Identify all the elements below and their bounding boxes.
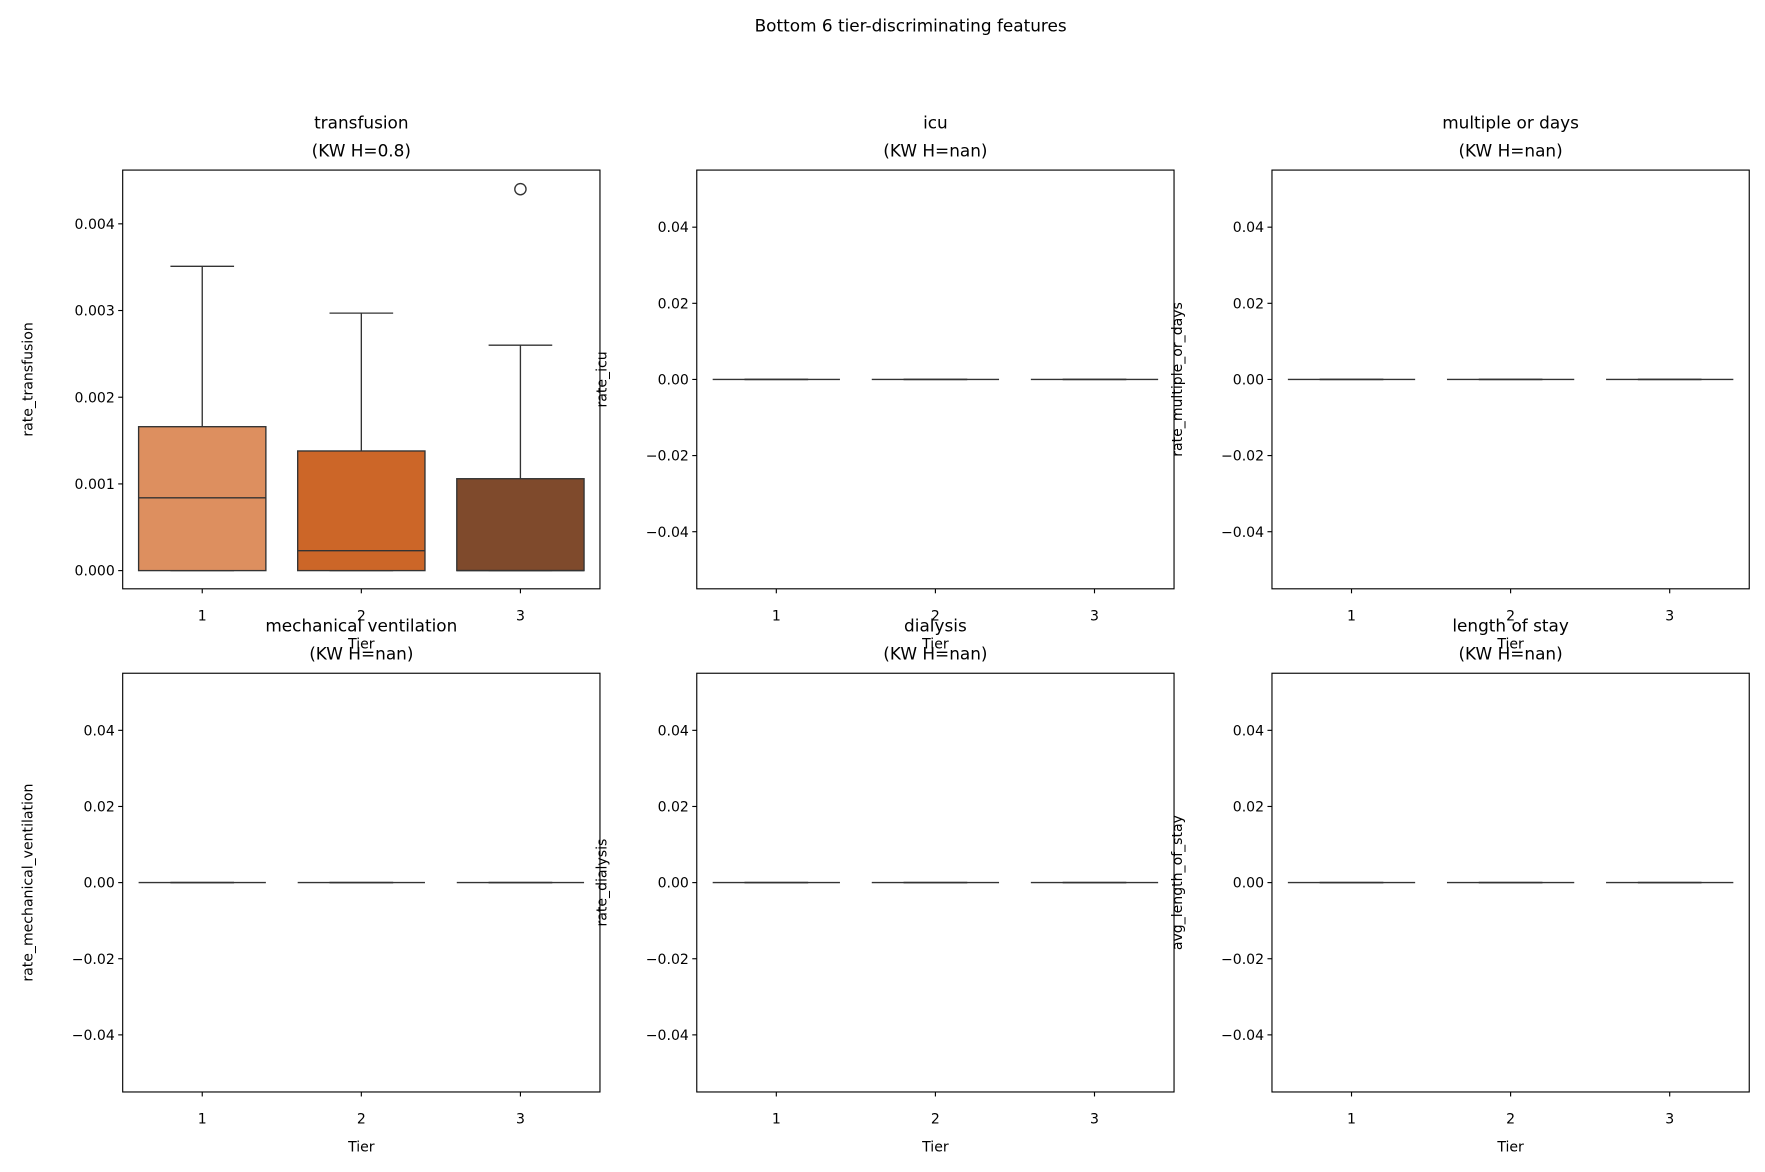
x-tick-label: 2 (1506, 608, 1515, 624)
y-tick-label: 0.001 (75, 477, 115, 493)
y-tick-label: −0.02 (1221, 952, 1264, 968)
box (137, 426, 267, 572)
subplot-subtitle: (KW H=nan) (883, 644, 987, 664)
subplot-subtitle: (KW H=nan) (1458, 644, 1562, 664)
subplot-title: multiple or days (1442, 112, 1579, 132)
y-tick-label: 0.00 (1233, 373, 1264, 389)
x-tick-label: 3 (516, 1111, 525, 1127)
y-tick-label: 0.00 (658, 876, 689, 892)
subplot: mechanical ventilation (KW H=nan) −0.04 −0.… (21, 616, 601, 1156)
outlier (514, 182, 527, 196)
y-tick-label: 0.02 (84, 800, 115, 816)
subplot-title: dialysis (904, 616, 967, 636)
subplot-title: mechanical ventilation (265, 616, 457, 636)
axes-frame (696, 672, 1175, 1093)
y-tick-label: 0.00 (658, 373, 689, 389)
y-tick-label: −0.02 (72, 952, 115, 968)
y-axis-label: avg_length_of_stay (1170, 815, 1186, 950)
y-axis-label: rate_multiple_or_days (1170, 302, 1186, 457)
y-tick-label: −0.04 (1221, 525, 1264, 541)
y-tick-label: 0.04 (1233, 220, 1264, 236)
y-tick-label: 0.004 (75, 217, 115, 233)
x-tick-label: 3 (1090, 608, 1099, 624)
subplot-title: icu (923, 112, 948, 132)
y-tick-label: 0.002 (75, 390, 115, 406)
x-tick-label: 3 (1090, 1111, 1099, 1127)
box (297, 450, 426, 572)
x-axis-label: Tier (347, 1140, 375, 1156)
x-tick-label: 2 (357, 1111, 366, 1127)
y-tick-label: 0.02 (658, 800, 689, 816)
y-axis-label: rate_transfusion (21, 322, 37, 436)
y-tick-label: −0.04 (646, 1028, 689, 1044)
y-tick-label: 0.04 (658, 723, 689, 739)
y-tick-label: 0.02 (658, 296, 689, 312)
x-tick-label: 2 (931, 1111, 940, 1127)
x-axis-label: Tier (1496, 636, 1524, 652)
subplot-subtitle: (KW H=nan) (309, 644, 413, 664)
x-tick-label: 3 (1665, 1111, 1674, 1127)
x-tick-label: 2 (357, 608, 366, 624)
y-tick-label: 0.003 (75, 304, 115, 320)
y-tick-label: −0.02 (646, 952, 689, 968)
y-tick-label: −0.02 (646, 449, 689, 465)
y-axis-label: rate_icu (595, 351, 611, 407)
y-tick-label: 0.04 (84, 723, 115, 739)
x-tick-label: 1 (198, 1111, 207, 1127)
axes-frame (696, 169, 1175, 590)
x-tick-label: 2 (1506, 1111, 1515, 1127)
subplot-subtitle: (KW H=nan) (1458, 141, 1562, 161)
y-tick-label: 0.02 (1233, 296, 1264, 312)
y-axis-label: rate_mechanical_ventilation (21, 784, 37, 982)
y-tick-label: 0.02 (1233, 800, 1264, 816)
axes-frame (122, 672, 601, 1093)
subplot-subtitle: (KW H=0.8) (312, 141, 411, 161)
y-tick-label: −0.04 (72, 1028, 115, 1044)
y-tick-label: 0.04 (658, 220, 689, 236)
box (456, 478, 585, 572)
x-tick-label: 3 (516, 608, 525, 624)
subplot: icu (KW H=nan) −0.04 −0.02 0.00 0.02 0.04 rate_… (595, 112, 1175, 652)
x-tick-label: 1 (1347, 608, 1356, 624)
figure-title: Bottom 6 tier-discriminating features (755, 16, 1067, 36)
x-axis-label: Tier (921, 1140, 949, 1156)
x-axis-label: Tier (1496, 1140, 1524, 1156)
subplot: dialysis (KW H=nan) −0.04 −0.02 0.00 0.02 0.04… (595, 616, 1175, 1156)
subplot: multiple or days (KW H=nan) −0.04 −0.02 0.00… (1170, 112, 1750, 652)
y-tick-label: 0.000 (75, 564, 115, 580)
y-tick-label: 0.04 (1233, 723, 1264, 739)
x-tick-label: 3 (1665, 608, 1674, 624)
x-tick-label: 1 (772, 1111, 781, 1127)
axes-frame (1271, 672, 1750, 1093)
y-tick-label: 0.00 (84, 876, 115, 892)
subplot-title: length of stay (1452, 616, 1569, 636)
x-tick-label: 1 (1347, 1111, 1356, 1127)
y-tick-label: −0.04 (646, 525, 689, 541)
x-tick-label: 2 (931, 608, 940, 624)
x-tick-label: 1 (772, 608, 781, 624)
y-tick-label: −0.04 (1221, 1028, 1264, 1044)
y-axis-label: rate_dialysis (595, 839, 611, 927)
x-tick-label: 1 (198, 608, 207, 624)
x-axis-label: Tier (921, 636, 949, 652)
subplot-subtitle: (KW H=nan) (883, 141, 987, 161)
y-tick-label: −0.02 (1221, 449, 1264, 465)
x-axis-label: Tier (347, 636, 375, 652)
subplot: transfusion (KW H=0.8) 0.000 0.001 0.002 0.00… (21, 112, 601, 652)
subplot-title: transfusion (314, 112, 409, 132)
y-tick-label: 0.00 (1233, 876, 1264, 892)
axes-frame (1271, 169, 1750, 590)
axes-frame (122, 169, 601, 590)
subplot: length of stay (KW H=nan) −0.04 −0.02 0.00 0.… (1170, 616, 1750, 1156)
